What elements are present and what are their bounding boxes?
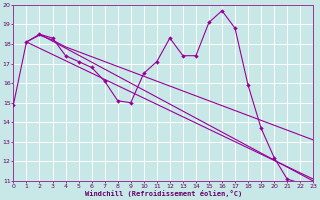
X-axis label: Windchill (Refroidissement éolien,°C): Windchill (Refroidissement éolien,°C)	[85, 190, 242, 197]
